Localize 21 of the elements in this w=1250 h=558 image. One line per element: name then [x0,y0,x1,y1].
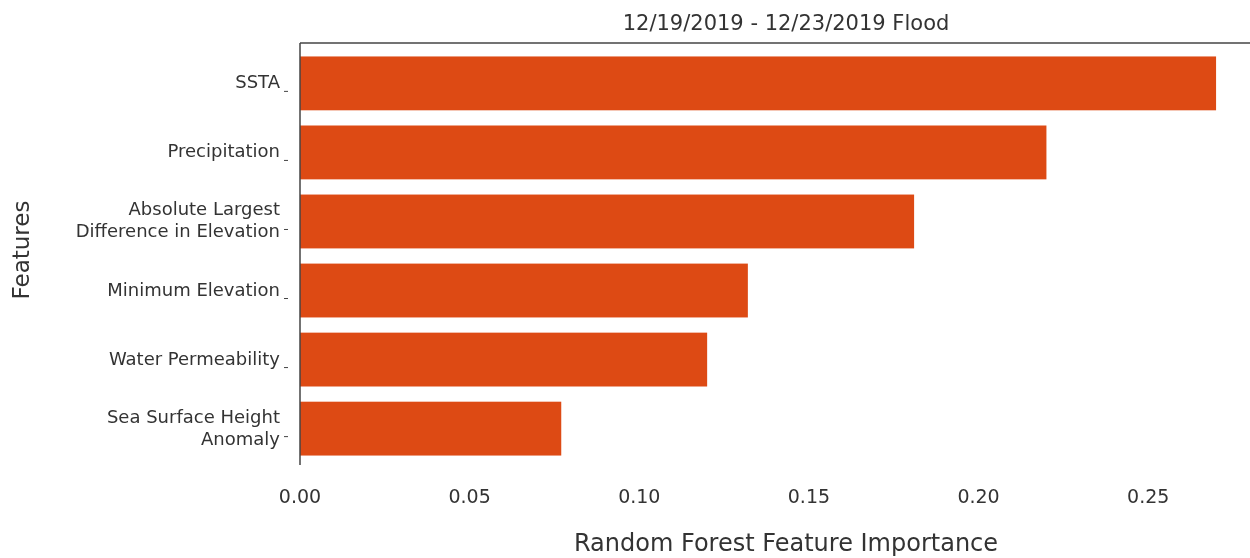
y-tick-label: Sea Surface Height Anomaly [106,405,281,449]
y-tick-label: SSTA [235,71,281,93]
x-axis-title: Random Forest Feature Importance [573,529,999,557]
bar [300,194,915,249]
x-tick-label: 0.25 [1127,485,1170,507]
bar [300,401,562,456]
bar [300,125,1047,180]
bar [300,332,708,387]
y-tick-label: Precipitation [167,140,280,162]
chart-title: 12/19/2019 - 12/23/2019 Flood [622,11,950,35]
x-tick-label: 0.15 [787,485,831,507]
y-axis-title: Features [8,200,34,300]
x-tick-label: 0.00 [278,485,322,507]
y-tick-label: Water Permeability [108,347,281,369]
bar [300,56,1217,111]
y-tick-label: Minimum Elevation [107,278,280,300]
x-tick-label: 0.10 [618,485,661,507]
y-tick-label: Absolute Largest Difference in Elevation [75,198,280,242]
x-tick-label: 0.05 [448,485,491,507]
bar [300,263,748,318]
x-tick-label: 0.20 [957,485,1000,507]
